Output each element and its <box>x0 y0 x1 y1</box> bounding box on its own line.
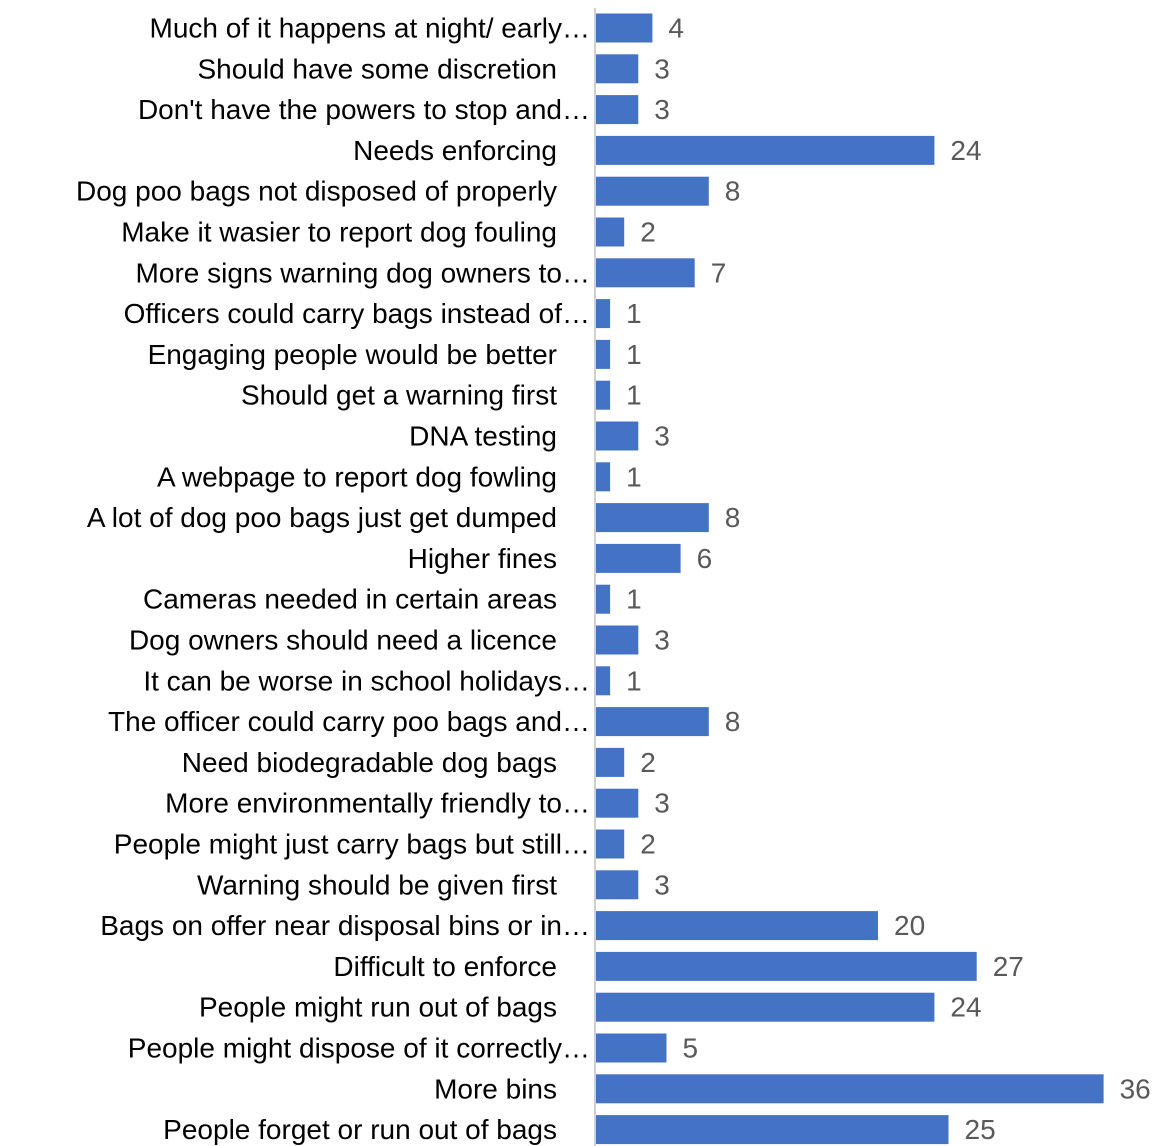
bar <box>596 339 611 369</box>
category-label: DNA testing <box>409 421 557 452</box>
category-label: Higher fines <box>408 543 557 574</box>
value-label: 3 <box>654 94 670 125</box>
category-label: Dog poo bags not disposed of properly <box>76 176 557 207</box>
value-label: 5 <box>683 1033 699 1064</box>
category-label: Dog owners should need a licence <box>129 625 557 656</box>
bar <box>596 992 935 1022</box>
category-label: Make it wasier to report dog fouling <box>121 217 557 248</box>
value-label: 7 <box>711 257 727 288</box>
bar <box>596 176 709 206</box>
value-label: 24 <box>950 992 981 1023</box>
category-label: A webpage to report dog fowling <box>157 461 557 492</box>
value-label: 25 <box>965 1114 996 1145</box>
bar <box>596 747 625 777</box>
value-label: 3 <box>654 625 670 656</box>
bar <box>596 951 977 981</box>
category-labels-layer: Much of it happens at night/ early… Shoul… <box>76 13 590 1146</box>
value-label: 3 <box>654 869 670 900</box>
bar <box>596 625 639 655</box>
value-label: 2 <box>640 217 656 248</box>
value-label: 8 <box>725 502 741 533</box>
bar <box>596 462 611 492</box>
value-label: 1 <box>626 339 642 370</box>
bar <box>596 1074 1104 1104</box>
value-label: 27 <box>993 951 1024 982</box>
bar <box>596 95 639 125</box>
category-label: Warning should be given first <box>197 869 557 900</box>
category-label: Cameras needed in certain areas <box>143 584 557 615</box>
bar <box>596 1115 949 1145</box>
value-label: 24 <box>950 135 981 166</box>
category-label: Should have some discretion <box>197 53 557 84</box>
value-label: 3 <box>654 53 670 84</box>
category-label: Engaging people would be better <box>148 339 557 370</box>
bar <box>596 911 878 941</box>
value-label: 8 <box>725 706 741 737</box>
bar <box>596 666 611 696</box>
bar <box>596 421 639 451</box>
bar <box>596 503 709 533</box>
value-label: 1 <box>626 380 642 411</box>
category-label: A lot of dog poo bags just get dumped <box>87 502 557 533</box>
category-label: Need biodegradable dog bags <box>182 747 557 778</box>
bar <box>596 829 625 859</box>
value-label: 2 <box>640 829 656 860</box>
category-label: Officers could carry bags instead of… <box>124 298 590 329</box>
bar <box>596 543 681 573</box>
category-label: People forget or run out of bags <box>163 1114 557 1145</box>
value-label: 1 <box>626 461 642 492</box>
category-label: Needs enforcing <box>353 135 557 166</box>
category-label: More signs warning dog owners to… <box>136 257 590 288</box>
bar <box>596 1033 667 1063</box>
category-label: People might run out of bags <box>199 992 557 1023</box>
category-label: It can be worse in school holidays… <box>143 665 590 696</box>
bar <box>596 54 639 84</box>
bar <box>596 135 935 165</box>
bar <box>596 870 639 900</box>
bars-layer <box>596 13 1104 1145</box>
bar <box>596 258 695 288</box>
value-label: 1 <box>626 665 642 696</box>
value-label: 3 <box>654 788 670 819</box>
category-label: More environmentally friendly to… <box>165 788 590 819</box>
category-label: More bins <box>434 1073 557 1104</box>
category-label: Bags on offer near disposal bins or in… <box>100 910 590 941</box>
category-label: Don't have the powers to stop and… <box>138 94 590 125</box>
bar <box>596 299 611 329</box>
category-label: People might dispose of it correctly… <box>128 1033 590 1064</box>
value-label: 20 <box>894 910 925 941</box>
category-label: Should get a warning first <box>241 380 557 411</box>
category-label: Much of it happens at night/ early… <box>150 13 590 44</box>
bar <box>596 217 625 247</box>
value-label: 2 <box>640 747 656 778</box>
category-label: The officer could carry poo bags and… <box>108 706 590 737</box>
value-label: 1 <box>626 298 642 329</box>
category-label: People might just carry bags but still… <box>114 829 590 860</box>
bar <box>596 13 653 43</box>
value-label: 3 <box>654 421 670 452</box>
value-label: 4 <box>668 13 684 44</box>
value-label: 6 <box>697 543 713 574</box>
value-label: 1 <box>626 584 642 615</box>
bar <box>596 707 709 737</box>
category-label: Difficult to enforce <box>333 951 557 982</box>
bar <box>596 584 611 614</box>
bar <box>596 788 639 818</box>
value-label: 36 <box>1120 1073 1151 1104</box>
value-label: 8 <box>725 176 741 207</box>
bar <box>596 380 611 410</box>
